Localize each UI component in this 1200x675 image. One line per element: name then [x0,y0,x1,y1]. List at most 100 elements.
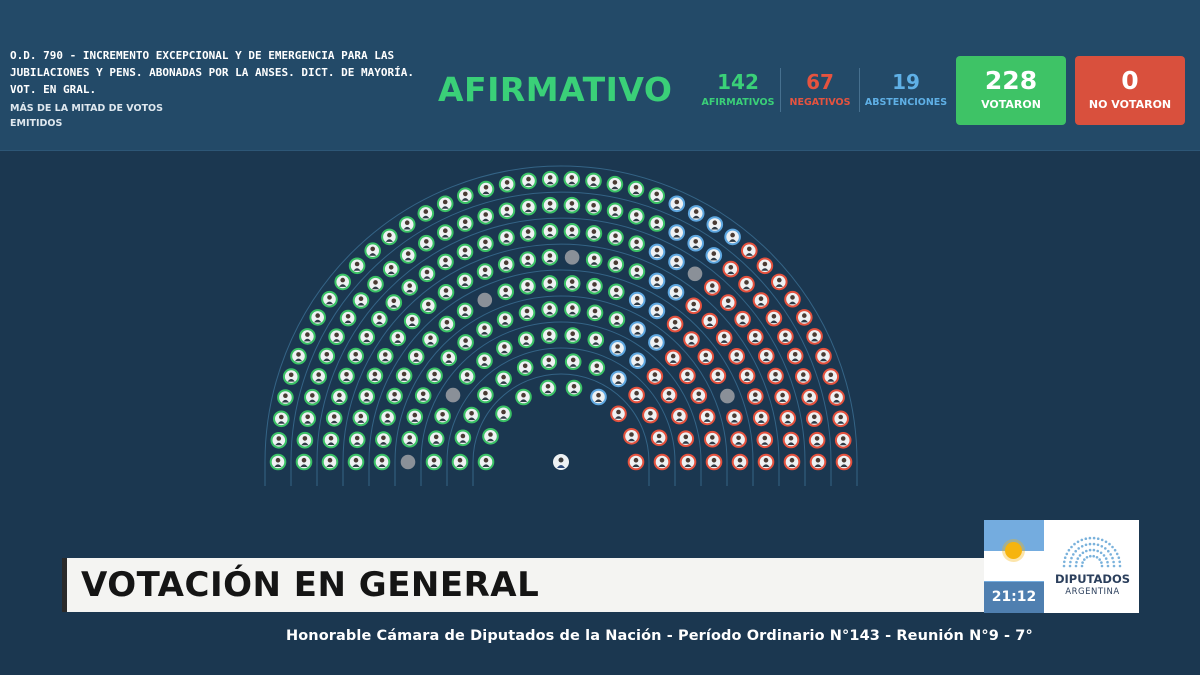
seat-abstention [668,224,686,241]
seat-negative [719,294,737,311]
seat-negative [704,430,721,448]
seat-affirmative [318,347,336,365]
seat-affirmative [541,275,559,292]
hemicycle-row-arc [446,347,676,486]
seat-affirmative [309,309,327,326]
seat-negative [767,367,784,385]
seat-affirmative [518,304,536,322]
seat-affirmative [401,279,419,296]
seat-affirmative [270,432,288,449]
seat-affirmative [627,180,645,198]
seat-affirmative [382,260,400,278]
seat-affirmative [628,235,645,252]
seating-hemicycle [264,165,858,486]
abstentions-count: 19 ABSTENCIONES [864,68,948,110]
seat-negative [801,388,819,406]
seat-negative [677,430,695,448]
seat-affirmative [648,215,666,232]
seat-affirmative [277,389,294,406]
seat-absent [564,250,580,265]
seat-negative [784,290,801,308]
seat-affirmative [322,431,340,449]
not-voted-label: NO VOTARON [1088,98,1172,111]
seat-negative [756,257,774,275]
seat-affirmative [564,301,581,318]
seat-negative [726,409,743,426]
seat-affirmative [565,379,583,397]
seat-affirmative [438,315,456,333]
seat-negative [796,309,813,326]
seat-affirmative [456,272,474,290]
seat-affirmative [417,205,435,222]
seat-affirmative [586,277,603,295]
seat-affirmative [515,388,532,406]
seat-negative [610,405,627,423]
seat-abstention [668,195,686,213]
seat-affirmative [364,242,382,259]
seat-abstention [629,352,646,369]
seat-affirmative [348,431,366,449]
seat-abstention [648,302,666,320]
seat-negative [731,453,749,471]
seat-affirmative [375,431,392,448]
seat-negative [671,407,688,425]
seat-affirmative [607,256,625,273]
seat-affirmative [334,273,352,291]
hemicycle-row-arc [420,321,702,486]
seat-affirmative [338,367,355,385]
seat-negative [701,312,719,330]
seat-negative [779,410,797,427]
seat-affirmative [440,349,458,367]
seat-negative [747,388,764,405]
seat-negative [809,453,827,471]
seat-affirmative [497,256,515,273]
seat-affirmative [495,370,512,388]
seat-affirmative [437,253,454,271]
seat-affirmative [541,170,559,188]
seat-affirmative [296,431,314,449]
seat-affirmative [607,229,624,246]
seat-affirmative [403,312,421,330]
seat-affirmative [477,235,494,252]
seat-affirmative [422,331,439,348]
seat-abstention [629,321,646,338]
seat-affirmative [269,453,287,471]
seat-affirmative [541,249,559,266]
seat-affirmative [588,359,606,376]
seat-affirmative [587,331,605,349]
seat-affirmative [519,277,536,295]
seat-negative [683,331,700,348]
seat-affirmative [541,301,558,318]
seat-abstention [609,340,626,357]
seat-affirmative [328,328,345,345]
seat-affirmative [347,347,365,365]
seat-affirmative [282,368,300,385]
seat-affirmative [563,275,581,292]
not-voted-number: 0 [1121,66,1139,95]
seat-affirmative [367,275,384,293]
seat-affirmative [426,367,443,385]
seat-negative [734,310,751,328]
seat-affirmative [586,304,604,322]
seat-affirmative [477,386,494,404]
seat-affirmative [395,367,413,385]
seat-negative [685,297,703,315]
seat-affirmative [457,334,474,351]
seat-affirmative [304,388,321,406]
seat-affirmative [389,329,407,347]
seat-negative [628,386,645,404]
seat-affirmative [477,208,495,225]
seat-affirmative [498,202,516,220]
hemicycle-seats [269,170,853,471]
seat-affirmative [541,327,558,344]
seat-affirmative [519,225,537,242]
seat-affirmative [321,290,338,308]
seat-affirmative [386,387,403,405]
hemicycle-row-arc [472,373,650,486]
seat-negative [835,453,853,471]
seat-affirmative [476,321,493,338]
seat-affirmative [563,196,581,214]
not-voted-total-box: 0 NO VOTARON [1075,56,1185,125]
seat-affirmative [496,340,513,357]
seat-negative [705,453,723,471]
